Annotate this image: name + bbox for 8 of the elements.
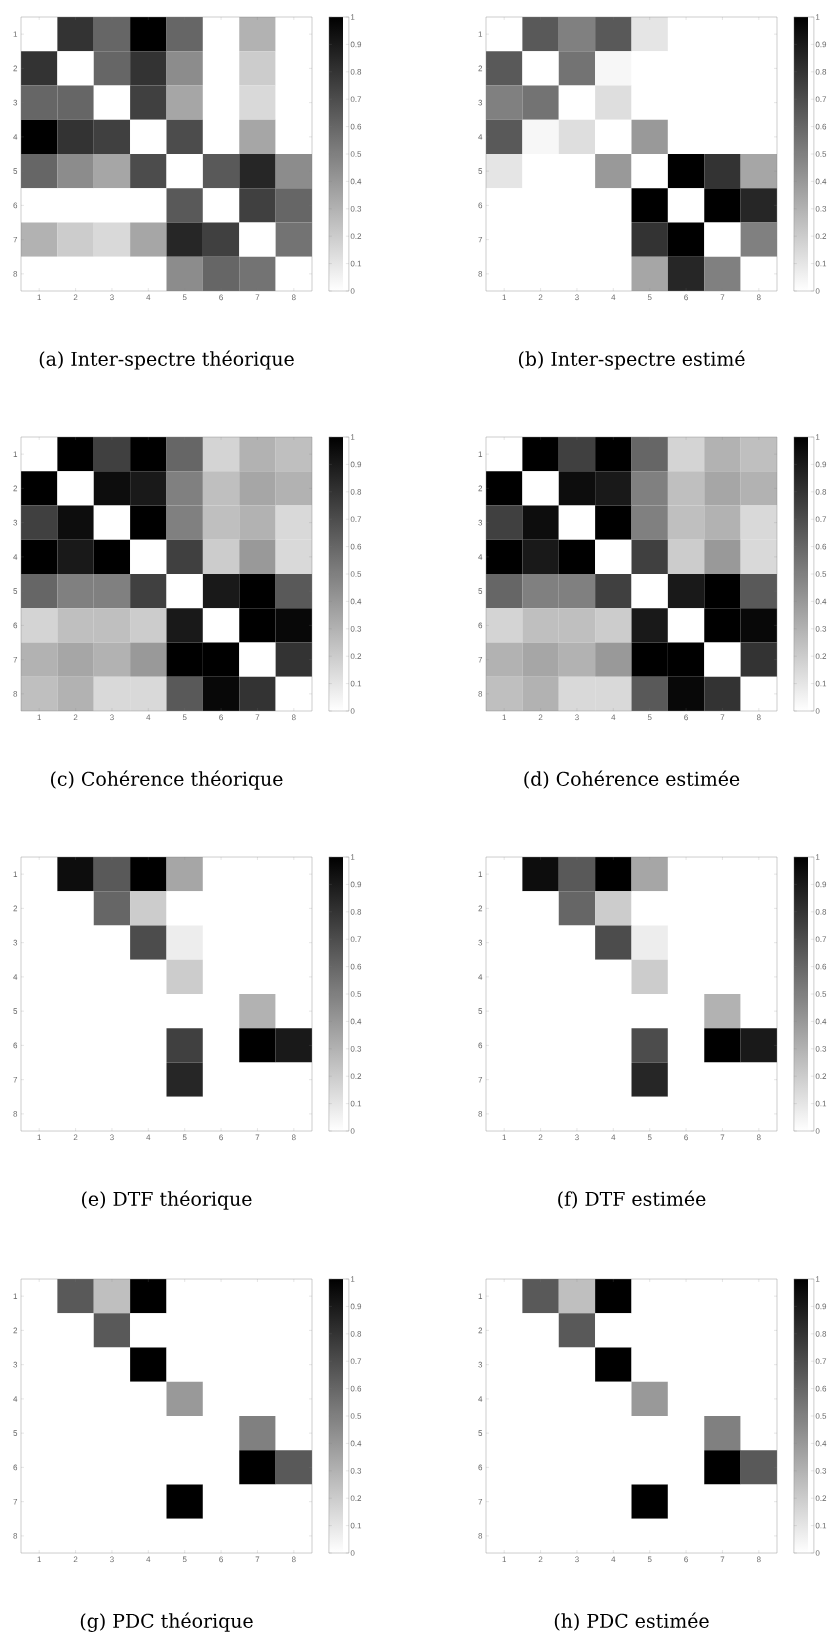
text: (e) DTF théorique — [82, 1190, 252, 1210]
text: (c) Cohérence théorique — [51, 770, 283, 790]
text: (g) PDC théorique — [80, 1612, 253, 1632]
text: (d) Cohérence estimée — [524, 770, 740, 789]
text: (b) Inter-spectre estimé — [518, 350, 745, 370]
text: (a) Inter-spectre théorique — [39, 350, 294, 370]
text: (h) PDC estimée — [554, 1612, 709, 1631]
text: (f) DTF estimée — [558, 1190, 706, 1209]
